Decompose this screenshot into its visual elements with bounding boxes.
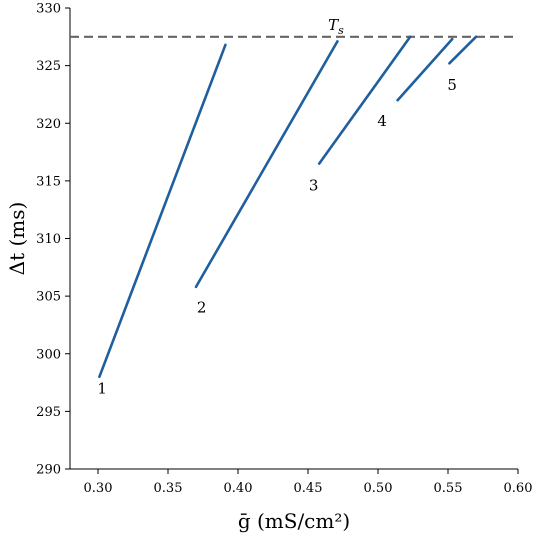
series-line-4	[396, 37, 454, 102]
ts-reference-label: Ts	[328, 16, 344, 37]
y-tick-label: 305	[36, 290, 61, 305]
y-tick-label: 320	[36, 117, 61, 132]
y-tick-label: 325	[36, 59, 61, 74]
y-tick-label: 300	[36, 347, 61, 362]
x-tick-label: 0.30	[84, 481, 113, 496]
y-tick-label: 310	[36, 232, 61, 247]
y-tick-label: 315	[36, 174, 61, 189]
curve-label-5: 5	[447, 76, 457, 94]
curve-label-4: 4	[377, 112, 387, 130]
y-tick-label: 290	[36, 463, 61, 478]
curve-label-1: 1	[97, 379, 107, 397]
curve-label-2: 2	[197, 299, 207, 317]
ticks: 0.30 0.35 0.40 0.45 0.50 0.55 0.60 290 295 300 305…	[36, 2, 532, 497]
x-tick-label: 0.50	[364, 481, 393, 496]
y-axis-title: Δt (ms)	[5, 202, 29, 276]
x-tick-label: 0.60	[504, 481, 533, 496]
y-tick-label: 295	[36, 405, 61, 420]
x-tick-label: 0.55	[434, 481, 463, 496]
x-axis-title: ḡ (mS/cm²)	[238, 509, 350, 533]
reference-line-group: Ts	[70, 16, 518, 38]
series-line-1	[98, 43, 227, 379]
curve-labels: 1 2 3 4 5	[97, 76, 457, 397]
y-tick-label: 330	[36, 2, 61, 17]
series-line-5	[448, 35, 478, 65]
series-group	[98, 35, 478, 379]
x-tick-label: 0.45	[294, 481, 323, 496]
x-tick-label: 0.40	[224, 481, 253, 496]
series-line-2	[194, 40, 339, 289]
x-tick-label: 0.35	[154, 481, 183, 496]
curve-label-3: 3	[309, 176, 319, 194]
series-line-3	[317, 35, 412, 165]
